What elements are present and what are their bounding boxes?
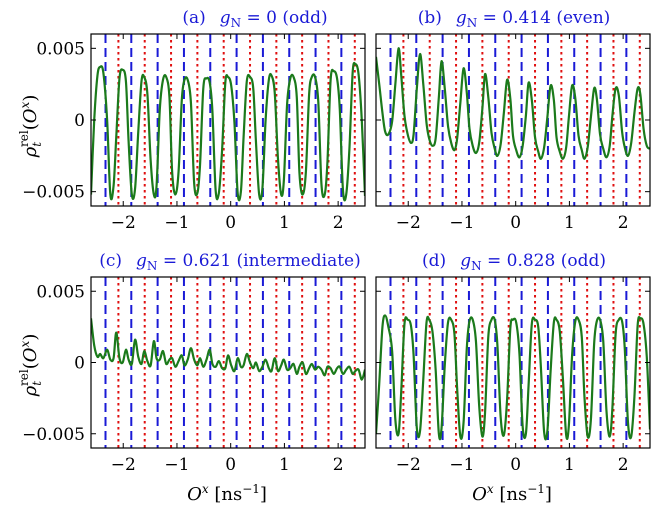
x-tick-label: −1 [164, 455, 189, 475]
x-tick-label: 1 [279, 213, 290, 233]
x-tick-label: 2 [333, 455, 344, 475]
x-tick-label: 2 [618, 455, 629, 475]
y-tick-label: −0.005 [22, 425, 85, 445]
panel-d-title: (d) gN = 0.828 (odd) [422, 251, 606, 273]
panel-a-title: (a) gN = 0 (odd) [182, 8, 327, 30]
x-tick-label: 2 [618, 213, 629, 233]
x-tick-label: −1 [164, 213, 189, 233]
x-tick-label: −1 [449, 455, 474, 475]
panel-b-plot-area [376, 34, 650, 206]
panel-b: −2 −1 0 1 2 [375, 33, 651, 233]
x-tick-label: −2 [396, 455, 421, 475]
panel-a: −2 −1 0 1 2 −0.005 0 0.005 [22, 33, 366, 233]
series-line [91, 318, 365, 381]
series-line [91, 61, 365, 202]
x-axis-label-left: Ox [ns−1] [187, 482, 267, 505]
x-tick-label: 2 [333, 213, 344, 233]
panel-d-plot-area [376, 277, 650, 448]
y-tick-label: 0.005 [36, 39, 85, 59]
series-line [376, 314, 650, 441]
panels-layer: −2 −1 0 1 2 −0.005 0 0.005 −2 −1 0 1 2 −2 −1 0 1 2 −0.005 0… [22, 33, 651, 475]
panel-c-plot-area [91, 277, 365, 448]
x-axis-label-right: Ox [ns−1] [472, 482, 552, 505]
panel-c: −2 −1 0 1 2 −0.005 0 0.005 [22, 276, 366, 475]
y-tick-label: 0 [74, 354, 85, 374]
x-tick-label: −1 [449, 213, 474, 233]
x-tick-label: 0 [510, 455, 521, 475]
y-tick-label: 0 [74, 111, 85, 131]
x-tick-label: −2 [111, 213, 136, 233]
panel-a-plot-area [91, 34, 365, 206]
panel-b-title: (b) gN = 0.414 (even) [418, 8, 611, 30]
y-tick-label: −0.005 [22, 183, 85, 203]
x-tick-label: 0 [225, 213, 236, 233]
y-axis-label-bottom: ρtrel(Ox) [17, 334, 44, 398]
y-tick-label: 0.005 [36, 282, 85, 302]
x-tick-label: 1 [564, 213, 575, 233]
x-tick-label: 1 [564, 455, 575, 475]
x-tick-label: 0 [510, 213, 521, 233]
panel-d: −2 −1 0 1 2 [375, 276, 651, 475]
x-tick-label: −2 [111, 455, 136, 475]
x-tick-label: 1 [279, 455, 290, 475]
x-tick-label: −2 [396, 213, 421, 233]
panel-c-title: (c) gN = 0.621 (intermediate) [99, 251, 361, 273]
series-line [376, 47, 650, 160]
x-tick-label: 0 [225, 455, 236, 475]
y-axis-label-top: ρtrel(Ox) [17, 95, 44, 159]
